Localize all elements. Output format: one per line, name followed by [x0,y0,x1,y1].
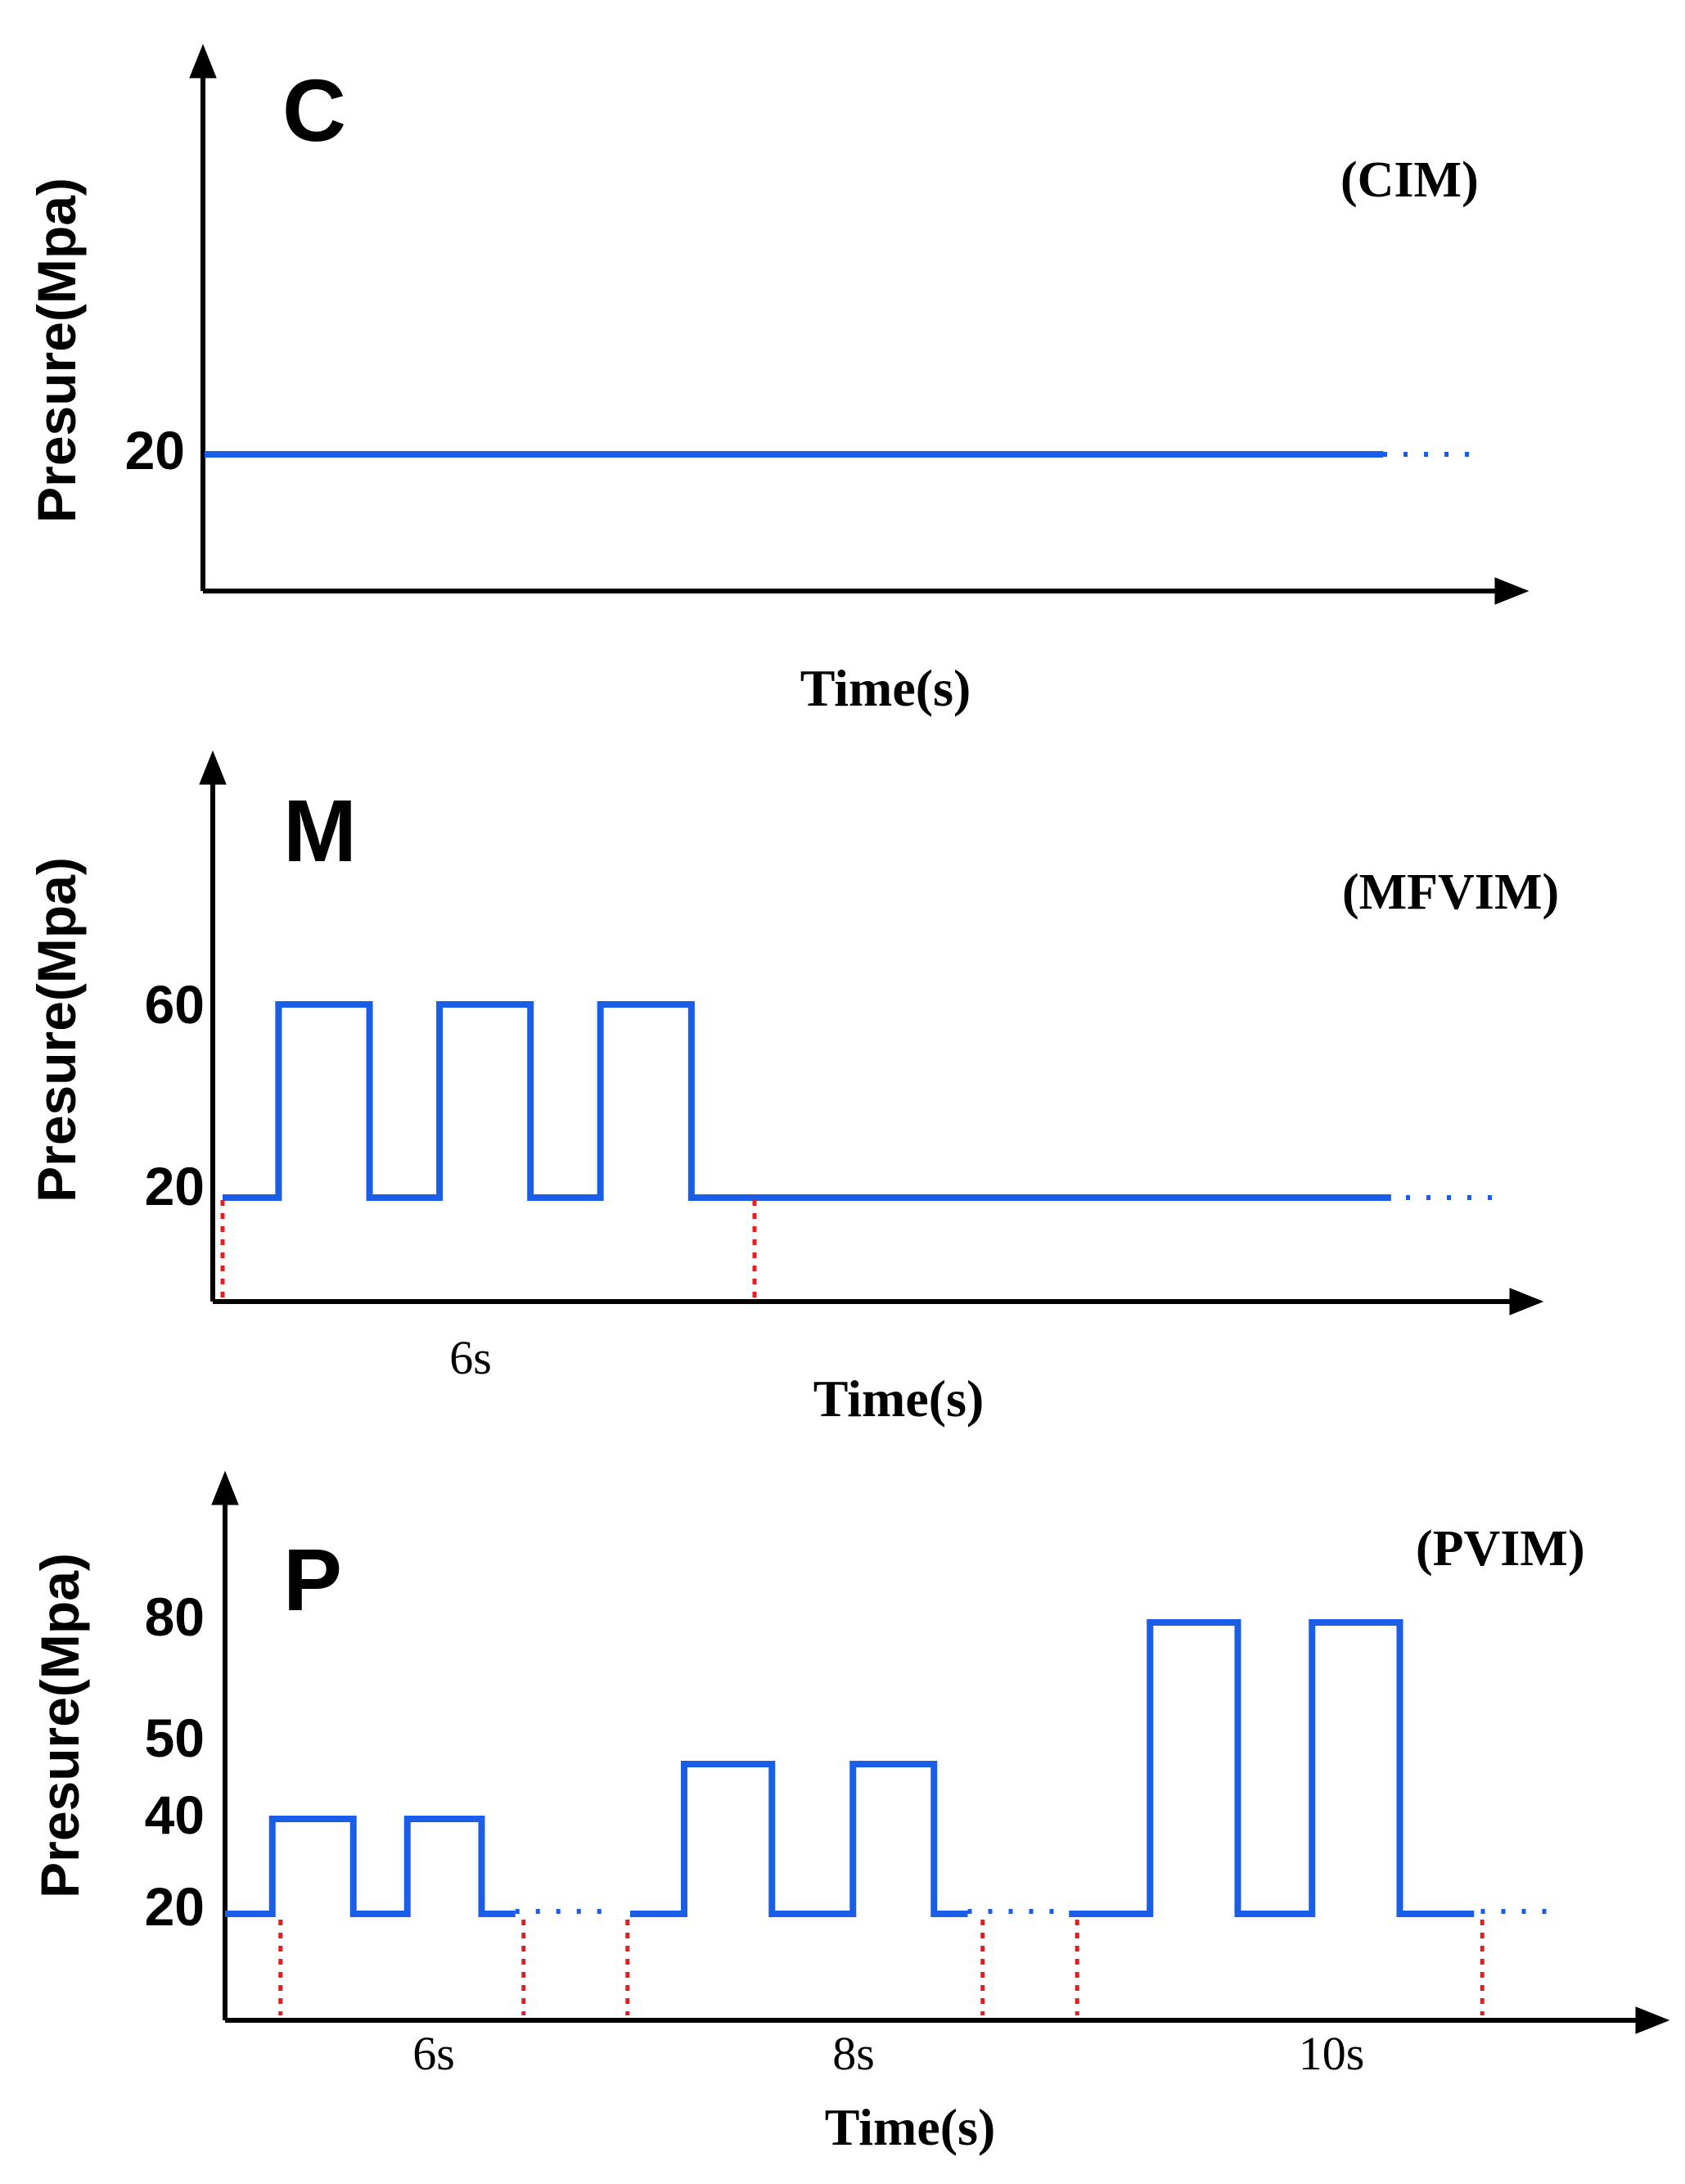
panel-c-y-tick: 20 [125,420,185,481]
panel-c-letter: C [282,61,346,160]
panel-c-x-label: Time(s) [800,659,971,717]
panel-m-x-label: Time(s) [813,1370,984,1428]
panel-p-y-tick-40: 40 [145,1785,205,1845]
panel-m-y-label: Presure(Mpa) [26,857,87,1203]
panel-p: P (PVIM) Presure(Mpa) Time(s) 20 40 50 8… [29,1470,1670,2156]
panel-c-y-label: Presure(Mpa) [26,178,87,523]
panel-p-x-label: Time(s) [825,2098,996,2156]
panel-m-signal-line [223,1001,1391,1201]
panel-p-y-tick-20: 20 [145,1876,205,1937]
panel-m-title: (MFVIM) [1342,864,1559,920]
panel-m-letter: M [283,781,357,880]
panel-p-y-label: Presure(Mpa) [29,1553,90,1898]
panel-p-signal-segment-3 [1069,1619,1475,1917]
panel-p-period-markers [278,1920,1485,2015]
panel-p-period-label-8s: 8s [832,2027,875,2080]
panel-m-y-tick-60: 60 [145,974,205,1035]
panel-m-period-label: 6s [449,1331,492,1384]
panel-p-y-tick-50: 50 [145,1708,205,1768]
panel-p-period-label-10s: 10s [1299,2027,1365,2080]
panel-p-signal-segment-1 [225,1816,516,1917]
panel-p-title: (PVIM) [1416,1521,1585,1577]
panel-m-y-tick-20: 20 [145,1156,205,1216]
panel-p-signals [225,1619,1475,1917]
panel-p-signal-segment-2 [630,1761,968,1917]
panel-c-title: (CIM) [1340,152,1479,208]
panel-c: C (CIM) Presure(Mpa) Time(s) 20 [26,43,1530,717]
panel-p-letter: P [283,1530,342,1629]
panel-m: M (MFVIM) Presure(Mpa) Time(s) 20 60 6s [26,750,1559,1428]
panel-p-y-tick-80: 80 [145,1586,205,1647]
panel-p-period-label-6s: 6s [412,2027,455,2080]
